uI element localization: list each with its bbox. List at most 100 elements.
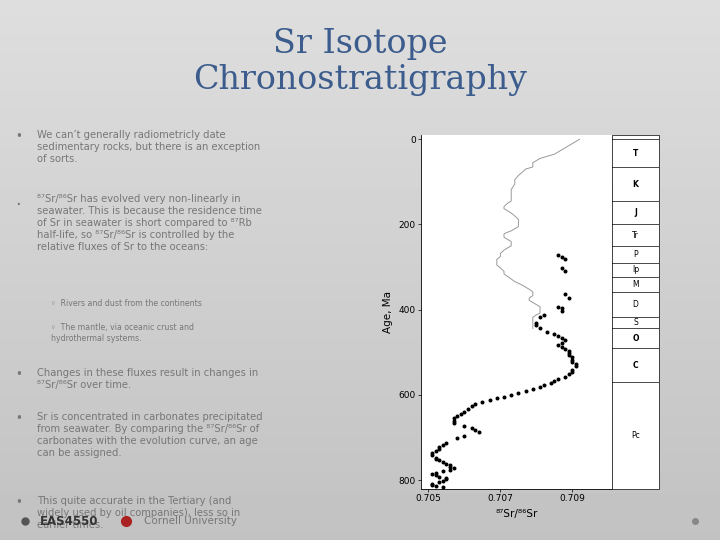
Point [444, 462, 456, 471]
Text: •: • [15, 412, 22, 425]
Point [556, 342, 567, 351]
Point [563, 349, 575, 357]
Text: T: T [633, 148, 638, 158]
Point [563, 347, 575, 355]
Point [455, 410, 467, 418]
Point [430, 455, 441, 463]
Text: J: J [634, 208, 636, 217]
Text: •: • [15, 496, 22, 509]
Point [433, 445, 445, 454]
Point [469, 426, 481, 435]
Point [534, 383, 546, 391]
Text: D: D [632, 300, 639, 309]
Text: S: S [633, 318, 638, 327]
Point [563, 370, 575, 379]
Point [451, 412, 463, 421]
Text: •: • [15, 130, 22, 143]
Point [549, 330, 560, 339]
Point [441, 438, 452, 447]
Point [444, 461, 456, 470]
Point [498, 393, 510, 401]
Point [552, 251, 564, 260]
Point [513, 388, 524, 397]
Text: •: • [15, 368, 22, 381]
Point [534, 313, 546, 321]
Point [570, 360, 582, 368]
Point [484, 396, 495, 404]
Text: This quite accurate in the Tertiary (and
widely used by oil companies), less so : This quite accurate in the Tertiary (and… [37, 496, 240, 530]
Point [437, 467, 449, 475]
Text: K: K [632, 179, 639, 188]
Point [437, 477, 449, 485]
Text: Ip: Ip [632, 265, 639, 274]
Point [430, 471, 441, 480]
Point [563, 293, 575, 302]
Point [556, 334, 567, 342]
Text: P: P [633, 250, 638, 259]
Point [531, 321, 542, 330]
Point [538, 310, 549, 319]
Point [430, 482, 441, 490]
Point [545, 379, 557, 387]
Point [552, 332, 564, 340]
Point [559, 266, 571, 275]
Point [444, 465, 456, 474]
Text: Tr: Tr [632, 231, 639, 240]
Point [570, 362, 582, 370]
Point [433, 443, 445, 451]
Point [534, 323, 546, 332]
Text: ⁸⁷Sr/⁸⁶Sr has evolved very non-linearly in
seawater. This is because the residen: ⁸⁷Sr/⁸⁶Sr has evolved very non-linearly … [37, 194, 261, 252]
Point [567, 368, 578, 377]
Point [426, 469, 438, 478]
Text: EAS4550: EAS4550 [40, 515, 98, 528]
Point [556, 264, 567, 272]
Point [459, 432, 470, 441]
Point [567, 355, 578, 364]
Point [426, 481, 438, 489]
X-axis label: ⁸⁷Sr/⁸⁶Sr: ⁸⁷Sr/⁸⁶Sr [495, 509, 538, 519]
Point [430, 447, 441, 456]
Point [552, 374, 564, 383]
Point [441, 475, 452, 484]
Point [531, 319, 542, 328]
Point [520, 386, 531, 395]
Point [473, 428, 485, 437]
Point [451, 434, 463, 443]
Point [567, 366, 578, 375]
Point [469, 400, 481, 409]
Point [433, 478, 445, 487]
Text: C: C [633, 361, 638, 369]
Point [541, 328, 553, 336]
Point [448, 417, 459, 426]
Point [556, 338, 567, 347]
Point [430, 453, 441, 462]
Point [563, 351, 575, 360]
Point [505, 390, 517, 399]
Point [556, 306, 567, 315]
Point [433, 456, 445, 464]
Text: ◦  The mantle, via oceanic crust and
hydrothermal systems.: ◦ The mantle, via oceanic crust and hydr… [50, 323, 194, 343]
Point [466, 424, 477, 433]
Point [448, 414, 459, 423]
Point [527, 385, 539, 394]
Text: M: M [632, 280, 639, 289]
Point [426, 451, 438, 460]
Point [448, 464, 459, 472]
Text: ·: · [16, 196, 21, 214]
Point [426, 480, 438, 488]
Point [448, 419, 459, 428]
Point [437, 441, 449, 449]
Point [538, 381, 549, 389]
Point [559, 335, 571, 344]
Point [477, 398, 488, 407]
Point [459, 408, 470, 416]
Point [433, 472, 445, 481]
Point [559, 372, 571, 381]
Text: ◦  Rivers and dust from the continents: ◦ Rivers and dust from the continents [50, 299, 202, 308]
Text: We can’t generally radiometricly date
sedimentary rocks, but there is an excepti: We can’t generally radiometricly date se… [37, 130, 260, 164]
Point [466, 402, 477, 411]
Point [491, 394, 503, 403]
Point [559, 289, 571, 298]
Point [559, 255, 571, 264]
Point [559, 345, 571, 353]
